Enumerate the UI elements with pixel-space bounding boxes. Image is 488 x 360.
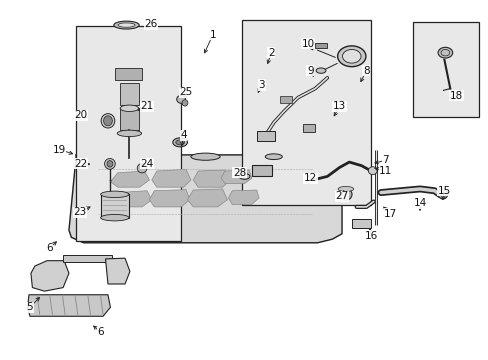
Polygon shape bbox=[31, 261, 69, 291]
Polygon shape bbox=[152, 169, 190, 187]
Ellipse shape bbox=[101, 215, 129, 221]
Ellipse shape bbox=[437, 47, 452, 58]
Bar bbox=[412, 22, 478, 117]
Text: 9: 9 bbox=[306, 66, 313, 76]
Bar bbox=[63, 255, 112, 262]
Text: 14: 14 bbox=[412, 198, 426, 208]
Polygon shape bbox=[228, 190, 259, 204]
Bar bbox=[256, 131, 275, 140]
Text: 6: 6 bbox=[97, 327, 104, 337]
Text: 15: 15 bbox=[437, 186, 450, 196]
Ellipse shape bbox=[114, 21, 139, 29]
Ellipse shape bbox=[190, 153, 220, 160]
Text: 7: 7 bbox=[382, 155, 388, 165]
Ellipse shape bbox=[339, 189, 351, 200]
Ellipse shape bbox=[118, 23, 135, 27]
Text: 2: 2 bbox=[267, 48, 274, 58]
Text: 21: 21 bbox=[140, 102, 153, 112]
Text: 23: 23 bbox=[73, 207, 87, 217]
Text: 3: 3 bbox=[258, 80, 264, 90]
Ellipse shape bbox=[264, 154, 282, 159]
Polygon shape bbox=[193, 170, 229, 187]
Text: 10: 10 bbox=[301, 39, 314, 49]
Ellipse shape bbox=[101, 191, 129, 198]
Bar bbox=[115, 68, 142, 80]
Text: 22: 22 bbox=[74, 159, 87, 169]
Text: 4: 4 bbox=[180, 130, 186, 140]
Ellipse shape bbox=[172, 138, 187, 147]
Text: 1: 1 bbox=[209, 30, 216, 40]
Ellipse shape bbox=[182, 100, 187, 106]
Ellipse shape bbox=[175, 140, 184, 145]
Ellipse shape bbox=[342, 49, 360, 63]
Polygon shape bbox=[27, 295, 110, 316]
Bar bbox=[76, 26, 181, 241]
Ellipse shape bbox=[104, 158, 115, 169]
Polygon shape bbox=[112, 191, 152, 207]
Ellipse shape bbox=[176, 95, 185, 103]
Polygon shape bbox=[187, 189, 227, 207]
Text: 17: 17 bbox=[384, 209, 397, 219]
Bar bbox=[120, 108, 139, 130]
Ellipse shape bbox=[239, 174, 249, 179]
Ellipse shape bbox=[367, 167, 376, 175]
Text: 13: 13 bbox=[332, 102, 346, 112]
Ellipse shape bbox=[137, 163, 147, 173]
Polygon shape bbox=[110, 171, 149, 187]
Text: 27: 27 bbox=[335, 191, 348, 201]
Ellipse shape bbox=[437, 188, 447, 199]
Ellipse shape bbox=[337, 186, 353, 192]
Bar bbox=[315, 43, 327, 48]
Bar bbox=[242, 21, 370, 205]
Ellipse shape bbox=[316, 68, 325, 73]
Text: 19: 19 bbox=[53, 144, 66, 154]
Ellipse shape bbox=[337, 46, 365, 67]
Text: 16: 16 bbox=[364, 231, 377, 240]
Ellipse shape bbox=[120, 105, 139, 112]
Bar bbox=[251, 165, 272, 176]
Bar bbox=[101, 194, 129, 218]
Text: 11: 11 bbox=[379, 166, 392, 176]
Polygon shape bbox=[221, 170, 251, 184]
Ellipse shape bbox=[117, 130, 142, 136]
Text: 8: 8 bbox=[363, 66, 369, 76]
Bar bbox=[303, 125, 315, 132]
Ellipse shape bbox=[107, 161, 113, 167]
Text: 26: 26 bbox=[144, 19, 157, 29]
Text: 12: 12 bbox=[303, 173, 316, 183]
Ellipse shape bbox=[103, 116, 112, 126]
Text: 28: 28 bbox=[232, 168, 246, 178]
Text: 24: 24 bbox=[140, 159, 153, 169]
Text: 18: 18 bbox=[449, 91, 462, 101]
Bar bbox=[120, 83, 139, 105]
Bar bbox=[280, 96, 292, 103]
Text: 25: 25 bbox=[179, 87, 192, 97]
Polygon shape bbox=[69, 155, 341, 243]
Ellipse shape bbox=[101, 114, 115, 128]
Text: 20: 20 bbox=[75, 111, 87, 121]
Bar bbox=[351, 220, 370, 228]
Polygon shape bbox=[105, 258, 130, 284]
Polygon shape bbox=[149, 190, 189, 207]
Text: 6: 6 bbox=[46, 243, 53, 253]
Text: 5: 5 bbox=[26, 302, 33, 312]
